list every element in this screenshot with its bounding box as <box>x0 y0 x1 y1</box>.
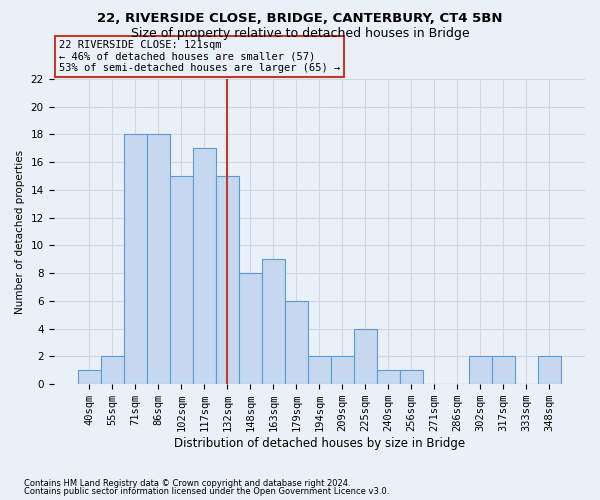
Bar <box>262 260 285 384</box>
Bar <box>400 370 423 384</box>
Bar <box>124 134 147 384</box>
Bar <box>285 301 308 384</box>
Bar <box>538 356 561 384</box>
Bar <box>492 356 515 384</box>
Bar <box>170 176 193 384</box>
Y-axis label: Number of detached properties: Number of detached properties <box>15 150 25 314</box>
Bar <box>331 356 354 384</box>
Bar <box>308 356 331 384</box>
Bar <box>354 328 377 384</box>
Bar <box>377 370 400 384</box>
Text: 22, RIVERSIDE CLOSE, BRIDGE, CANTERBURY, CT4 5BN: 22, RIVERSIDE CLOSE, BRIDGE, CANTERBURY,… <box>97 12 503 26</box>
Bar <box>101 356 124 384</box>
Bar <box>77 370 101 384</box>
Bar <box>193 148 216 384</box>
Bar <box>239 273 262 384</box>
Bar <box>469 356 492 384</box>
Text: Size of property relative to detached houses in Bridge: Size of property relative to detached ho… <box>131 28 469 40</box>
Text: Contains HM Land Registry data © Crown copyright and database right 2024.: Contains HM Land Registry data © Crown c… <box>24 478 350 488</box>
Text: Contains public sector information licensed under the Open Government Licence v3: Contains public sector information licen… <box>24 487 389 496</box>
Text: 22 RIVERSIDE CLOSE: 121sqm
← 46% of detached houses are smaller (57)
53% of semi: 22 RIVERSIDE CLOSE: 121sqm ← 46% of deta… <box>59 40 340 73</box>
X-axis label: Distribution of detached houses by size in Bridge: Distribution of detached houses by size … <box>174 437 465 450</box>
Bar <box>216 176 239 384</box>
Bar <box>147 134 170 384</box>
